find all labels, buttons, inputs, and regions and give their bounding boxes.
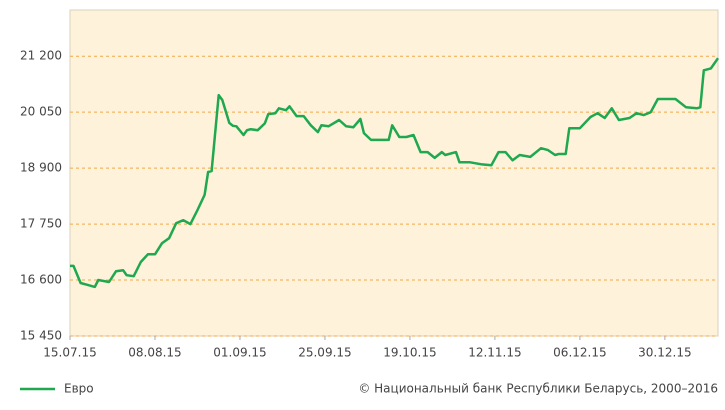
y-tick-label: 15 450	[20, 329, 62, 343]
y-tick-label: 18 900	[20, 161, 62, 175]
source: © Национальный банк Республики Беларусь,…	[358, 382, 718, 396]
plot-area	[69, 9, 719, 337]
y-tick-label: 21 200	[20, 49, 62, 63]
x-tick-label: 30.12.15	[638, 346, 691, 360]
x-tick-label: 12.11.15	[468, 346, 521, 360]
x-tick-label: 15.07.15	[43, 346, 96, 360]
x-tick-label: 19.10.15	[383, 346, 436, 360]
x-tick-label: 08.08.15	[128, 346, 181, 360]
data-line	[70, 57, 720, 289]
x-tick-label: 25.09.15	[298, 346, 351, 360]
y-tick-label: 20 050	[20, 105, 62, 119]
y-tick-label: 16 600	[20, 273, 62, 287]
x-tick-label: 01.09.15	[213, 346, 266, 360]
y-tick-label: 17 750	[20, 217, 62, 231]
legend-label: Евро	[64, 382, 94, 396]
x-tick-label: 06.12.15	[553, 346, 606, 360]
